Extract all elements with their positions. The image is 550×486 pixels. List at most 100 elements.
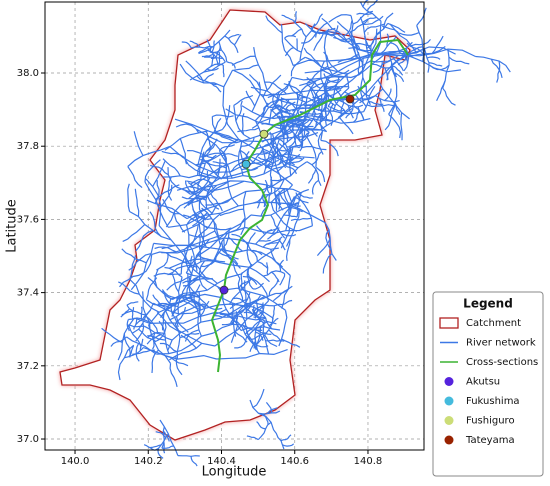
- river: [206, 138, 218, 152]
- river: [320, 108, 324, 122]
- river: [238, 280, 250, 289]
- river: [496, 61, 501, 83]
- river: [333, 36, 355, 43]
- river: [130, 243, 155, 291]
- river: [247, 242, 258, 262]
- river: [299, 107, 321, 111]
- river: [312, 96, 328, 102]
- river: [279, 97, 283, 110]
- river: [265, 159, 279, 169]
- river: [323, 73, 338, 84]
- river: [245, 225, 313, 235]
- river: [393, 65, 404, 76]
- river: [254, 325, 262, 347]
- river: [147, 331, 165, 339]
- river: [166, 275, 192, 291]
- river: [196, 75, 217, 86]
- river: [311, 151, 322, 166]
- river: [212, 219, 222, 247]
- river: [248, 74, 261, 89]
- river: [279, 259, 285, 272]
- river: [215, 158, 221, 175]
- river: [384, 67, 389, 81]
- river: [189, 61, 226, 81]
- river: [241, 167, 259, 171]
- river: [183, 300, 201, 311]
- river: [380, 47, 425, 56]
- river: [323, 28, 333, 76]
- river: [172, 299, 193, 316]
- river: [280, 434, 292, 442]
- river: [301, 128, 327, 133]
- river: [272, 153, 299, 169]
- river: [246, 435, 259, 441]
- river: [188, 238, 210, 287]
- river: [221, 105, 231, 130]
- river: [255, 331, 264, 341]
- river: [147, 335, 166, 341]
- river: [222, 65, 225, 78]
- river: [359, 1, 382, 22]
- river: [181, 205, 218, 233]
- river: [134, 188, 140, 217]
- river: [276, 149, 292, 173]
- river: [260, 151, 276, 159]
- river: [275, 197, 278, 212]
- x-tick-label: 140.4: [207, 456, 236, 467]
- river: [384, 104, 396, 131]
- river: [237, 127, 260, 133]
- y-axis-label: Latitude: [5, 199, 20, 253]
- river: [272, 144, 289, 152]
- river: [145, 178, 162, 226]
- river: [270, 108, 285, 146]
- river: [288, 136, 298, 148]
- river: [148, 324, 171, 364]
- river: [127, 145, 170, 167]
- river: [184, 277, 191, 298]
- river: [213, 308, 227, 316]
- river: [281, 275, 291, 309]
- river: [281, 14, 293, 21]
- river: [143, 346, 155, 351]
- river: [256, 344, 269, 348]
- river: [121, 248, 147, 264]
- station-marker: [241, 159, 251, 169]
- legend-swatch: [439, 317, 459, 329]
- river: [490, 58, 503, 79]
- river: [394, 101, 401, 115]
- river: [211, 83, 222, 93]
- river: [379, 98, 385, 112]
- river: [311, 30, 333, 37]
- river: [244, 320, 263, 335]
- river: [347, 105, 354, 119]
- river: [254, 327, 258, 350]
- river: [258, 410, 281, 415]
- river: [235, 331, 248, 343]
- river: [324, 86, 340, 91]
- river: [167, 176, 173, 201]
- river: [384, 88, 392, 101]
- river: [189, 40, 201, 48]
- river: [154, 269, 159, 288]
- river: [254, 129, 321, 150]
- river: [117, 344, 135, 381]
- river: [127, 166, 143, 189]
- river: [366, 0, 379, 12]
- river: [253, 316, 266, 319]
- river: [272, 152, 282, 181]
- river: [231, 264, 270, 283]
- river: [366, 104, 395, 108]
- river: [279, 273, 286, 286]
- river: [162, 198, 180, 215]
- river: [175, 316, 189, 333]
- river: [275, 107, 297, 116]
- river: [264, 179, 271, 195]
- river: [332, 25, 339, 37]
- river: [265, 339, 285, 342]
- river: [253, 305, 263, 314]
- river: [475, 55, 511, 73]
- river: [281, 97, 297, 110]
- station-marker: [259, 129, 269, 139]
- river: [285, 101, 296, 111]
